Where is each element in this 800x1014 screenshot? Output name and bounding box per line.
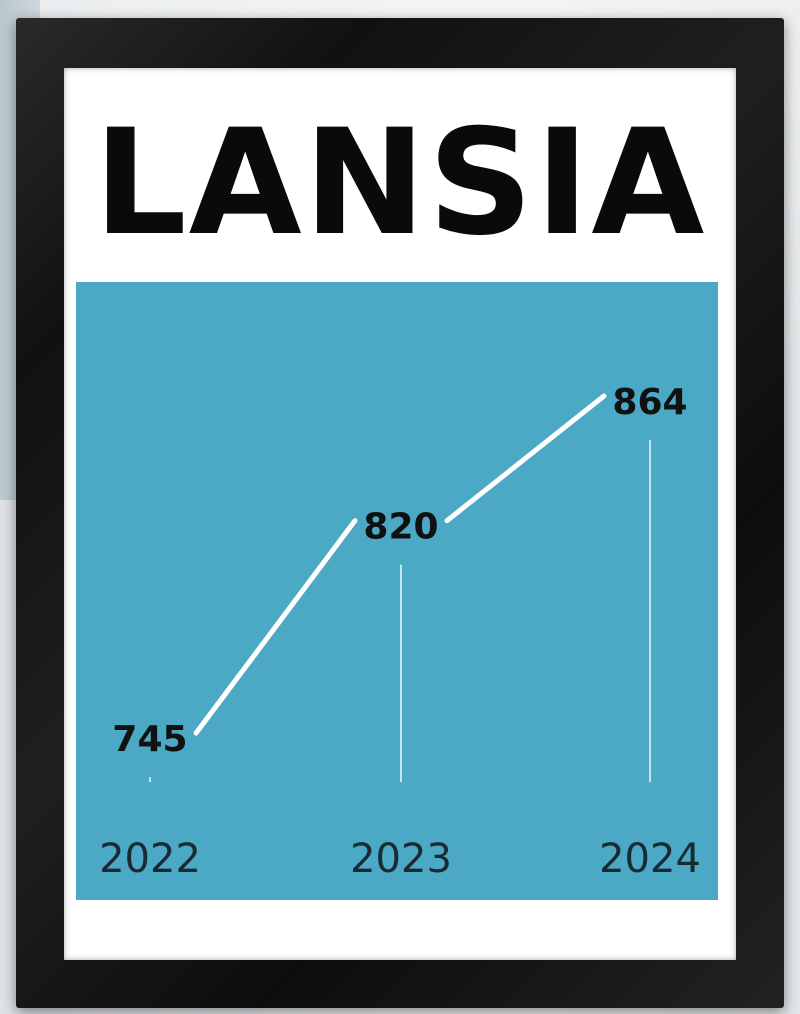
line-segment-2023-2024 <box>444 393 607 524</box>
data-label-2024: 864 <box>612 382 687 423</box>
x-tick-label-2023: 2023 <box>350 836 452 882</box>
data-label-2023: 820 <box>363 507 438 548</box>
line-chart: 745 820 864 2022 2023 2024 <box>76 282 718 900</box>
series-line <box>193 393 607 736</box>
x-tick-label-2022: 2022 <box>99 836 201 882</box>
line-segment-2022-2023 <box>193 518 358 736</box>
data-label-2022: 745 <box>112 719 187 760</box>
value-stems <box>149 440 651 782</box>
x-tick-label-2024: 2024 <box>599 836 701 882</box>
data-labels: 745 820 864 <box>112 382 687 760</box>
plot-background <box>76 282 718 900</box>
x-axis-tick-labels: 2022 2023 2024 <box>99 836 701 882</box>
poster-title: LANSIA <box>93 98 707 268</box>
